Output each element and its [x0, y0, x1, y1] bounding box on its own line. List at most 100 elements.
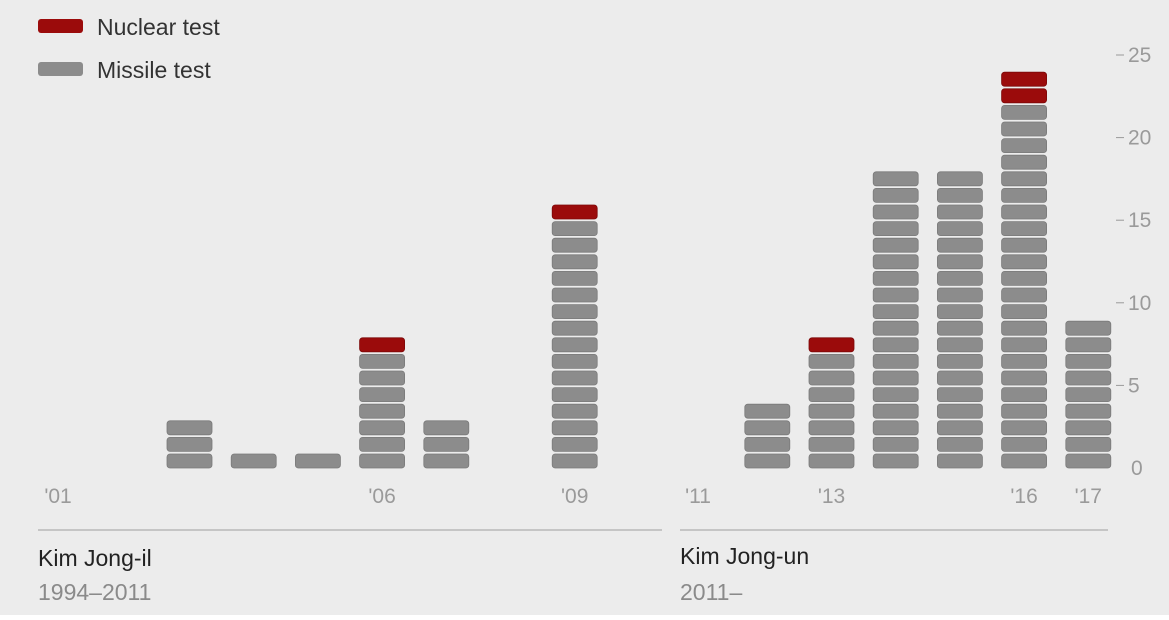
missile-test-block	[1001, 171, 1047, 187]
missile-test-block	[551, 270, 598, 286]
missile-test-block	[937, 337, 983, 353]
missile-test-block	[166, 453, 213, 469]
missile-test-block	[1001, 105, 1047, 120]
missile-test-block	[872, 436, 919, 452]
nuclear-test-block	[1001, 71, 1047, 87]
missile-test-block	[808, 353, 855, 369]
missile-test-block	[937, 436, 983, 452]
missile-test-block	[423, 420, 470, 436]
missile-test-block	[1001, 221, 1047, 237]
missile-test-block	[551, 287, 598, 303]
era-period-kim-jong-un: 2011–	[680, 579, 742, 605]
missile-test-block	[551, 387, 598, 403]
missile-test-block	[937, 270, 983, 286]
missile-test-block	[808, 387, 855, 403]
missile-test-block	[1001, 204, 1047, 220]
missile-test-block	[1001, 420, 1047, 436]
x-tick-label: '16	[1010, 485, 1037, 508]
missile-test-block	[872, 254, 919, 270]
missile-test-block	[359, 370, 406, 386]
missile-test-block	[359, 353, 406, 369]
missile-test-block	[423, 453, 470, 469]
missile-test-block	[1001, 453, 1047, 469]
missile-test-block	[808, 436, 855, 452]
missile-test-block	[1001, 287, 1047, 303]
missile-test-block	[872, 287, 919, 303]
nuclear-test-block	[808, 337, 855, 353]
missile-test-block	[551, 237, 598, 253]
missile-test-block	[937, 287, 983, 303]
missile-test-block	[551, 254, 598, 270]
missile-test-block	[1001, 187, 1047, 203]
missile-test-block	[937, 254, 983, 270]
missile-test-block	[551, 221, 598, 237]
missile-test-block	[359, 403, 406, 419]
y-tick-label: 10	[1128, 292, 1151, 315]
missile-test-block	[1065, 420, 1112, 436]
missile-test-block	[808, 403, 855, 419]
missile-test-block	[359, 436, 406, 452]
missile-test-block	[872, 187, 919, 203]
missile-test-block	[551, 337, 598, 353]
legend-swatch-missile	[38, 62, 83, 76]
missile-test-block	[551, 370, 598, 386]
missile-test-block	[872, 221, 919, 237]
legend-label-missile: Missile test	[97, 57, 211, 83]
missile-test-block	[1001, 270, 1047, 286]
missile-test-block	[166, 420, 213, 436]
missile-test-block	[937, 304, 983, 320]
legend-label-nuclear: Nuclear test	[97, 14, 220, 40]
missile-test-block	[872, 270, 919, 286]
missile-test-block	[937, 353, 983, 369]
x-tick-label: '17	[1075, 485, 1102, 508]
missile-test-block	[551, 320, 598, 336]
missile-test-block	[937, 420, 983, 436]
x-tick-label: '09	[561, 485, 588, 508]
missile-test-block	[937, 320, 983, 336]
missile-test-block	[1065, 320, 1112, 336]
missile-test-block	[808, 453, 855, 469]
missile-test-block	[872, 204, 919, 220]
y-tick-label: 15	[1128, 209, 1151, 232]
missile-test-block	[872, 453, 919, 469]
missile-test-block	[1001, 237, 1047, 253]
missile-test-block	[1001, 387, 1047, 403]
missile-test-block	[1001, 121, 1047, 137]
missile-test-block	[872, 320, 919, 336]
missile-test-block	[1065, 353, 1112, 369]
era-name-kim-jong-il: Kim Jong-il	[38, 545, 152, 571]
missile-test-block	[359, 387, 406, 403]
missile-test-block	[808, 420, 855, 436]
missile-test-block	[1001, 320, 1047, 336]
missile-test-block	[872, 420, 919, 436]
missile-test-block	[1001, 436, 1047, 452]
y-tick-label: 25	[1128, 44, 1151, 67]
missile-test-block	[744, 453, 791, 469]
missile-test-block	[166, 436, 213, 452]
missile-test-block	[551, 453, 598, 469]
missile-test-block	[937, 187, 983, 203]
missile-test-block	[551, 304, 598, 320]
missile-test-block	[937, 171, 983, 187]
nuclear-test-block	[551, 204, 598, 220]
era-name-kim-jong-un: Kim Jong-un	[680, 543, 809, 569]
y-tick-label: 5	[1128, 374, 1140, 397]
missile-test-block	[872, 403, 919, 419]
missile-test-block	[872, 304, 919, 320]
missile-test-block	[937, 453, 983, 469]
x-tick-label: '01	[44, 485, 71, 508]
missile-test-block	[1001, 304, 1047, 320]
missile-test-block	[359, 453, 406, 469]
missile-test-block	[1065, 370, 1112, 386]
missile-test-block	[937, 204, 983, 220]
missile-test-block	[230, 453, 277, 469]
x-tick-label: '06	[368, 485, 395, 508]
missile-test-block	[872, 337, 919, 353]
missile-test-block	[937, 237, 983, 253]
missile-test-block	[551, 436, 598, 452]
missile-test-block	[872, 387, 919, 403]
missile-test-block	[1065, 387, 1112, 403]
missile-test-block	[872, 370, 919, 386]
